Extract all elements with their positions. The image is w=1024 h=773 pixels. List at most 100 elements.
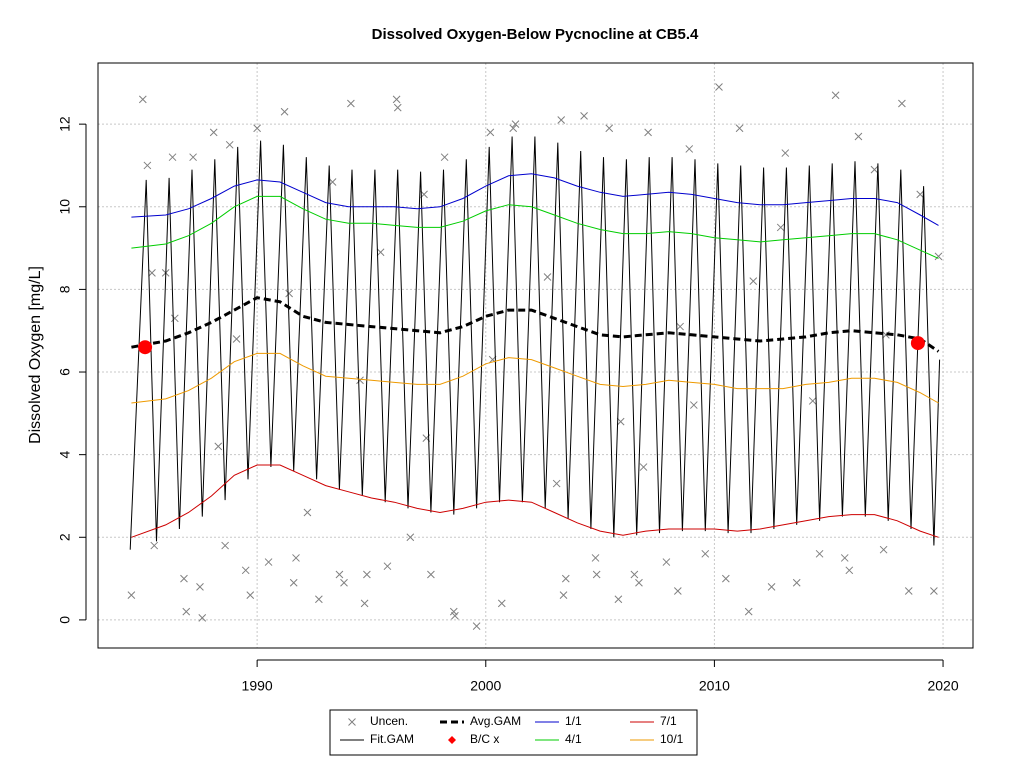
plot-frame [97,62,974,649]
data-point [934,252,943,261]
data-point [605,124,614,133]
data-point [635,578,643,587]
data-point [676,322,684,331]
data-point [840,554,849,562]
data-point [138,95,147,104]
data-point [303,508,312,517]
data-point [285,289,293,298]
data-point [138,340,153,355]
x-tick-label: 2000 [470,678,501,694]
data-point [253,124,261,133]
chart-title: Dissolved Oxygen-Below Pycnocline at CB5… [372,26,699,43]
legend-symbol [448,736,456,744]
data-point [221,541,229,550]
data-point [143,161,152,170]
x-tick-label: 1990 [242,678,273,694]
data-point [509,124,518,133]
data-point [168,153,177,162]
data-point [715,83,723,91]
series-line [131,352,939,404]
data-point [815,549,824,558]
data-point [916,190,925,199]
series-line [131,464,939,538]
y-tick-label: 12 [57,116,73,132]
data-point [552,479,561,488]
data-point [292,554,300,562]
data-point [497,599,506,608]
legend-label: B/C x [470,732,499,746]
legend-box [329,709,698,756]
data-point [363,570,371,579]
data-point [854,132,863,141]
data-point [170,314,179,323]
data-point [340,578,348,587]
data-point [209,128,218,137]
legend-label: 1/1 [565,714,582,728]
data-point [241,566,250,575]
y-tick-label: 0 [57,616,73,624]
data-point [182,607,191,616]
data-point [406,533,415,542]
data-point [904,587,913,595]
y-tick-label: 6 [57,368,73,376]
y-tick-label: 8 [57,285,73,293]
data-point [198,613,207,622]
data-point [196,583,204,591]
x-tick-label: 2020 [927,678,958,694]
data-point [831,91,840,100]
data-point [148,269,156,277]
data-point [767,583,776,591]
data-point [383,562,392,571]
data-point [701,549,710,558]
y-tick-label: 4 [57,451,73,459]
data-point [592,570,601,579]
data-point [749,277,758,285]
data-point [616,417,625,426]
data-point [232,335,241,343]
legend-label: 4/1 [565,732,582,746]
data-point [127,591,136,599]
data-point [744,607,753,616]
data-point [315,595,323,604]
data-point [781,149,790,157]
data-point [685,145,694,153]
data-point [360,599,369,608]
data-point [335,570,344,579]
data-point [451,611,459,620]
data-point [673,587,682,595]
data-point [376,248,385,257]
data-point [189,153,197,162]
data-point [511,120,520,128]
data-point [440,153,449,162]
legend-label: Avg.GAM [470,714,521,728]
y-tick-label: 10 [57,199,73,215]
data-point [264,558,273,566]
data-point [630,570,639,579]
data-point [870,165,879,174]
data-point [689,401,698,409]
series-line [131,173,939,226]
data-point [180,574,188,583]
data-point [735,124,744,133]
y-axis-label: Dissolved Oxygen [mg/L] [27,266,44,444]
data-point [280,107,289,116]
data-point [557,116,566,124]
data-point [614,595,623,604]
data-point [543,273,552,281]
data-point [472,622,481,630]
data-point [644,128,652,137]
series-line [131,296,940,353]
data-point [721,574,730,583]
y-tick-label: 2 [57,533,73,541]
legend-label: 10/1 [660,732,684,746]
legend-symbol [348,718,356,726]
data-point [356,376,364,385]
data-point [808,397,817,405]
series-line [131,195,939,259]
data-point [662,558,671,566]
legend-label: Fit.GAM [370,732,414,746]
data-point [486,128,495,137]
data-point [879,545,888,554]
data-point [225,140,234,149]
